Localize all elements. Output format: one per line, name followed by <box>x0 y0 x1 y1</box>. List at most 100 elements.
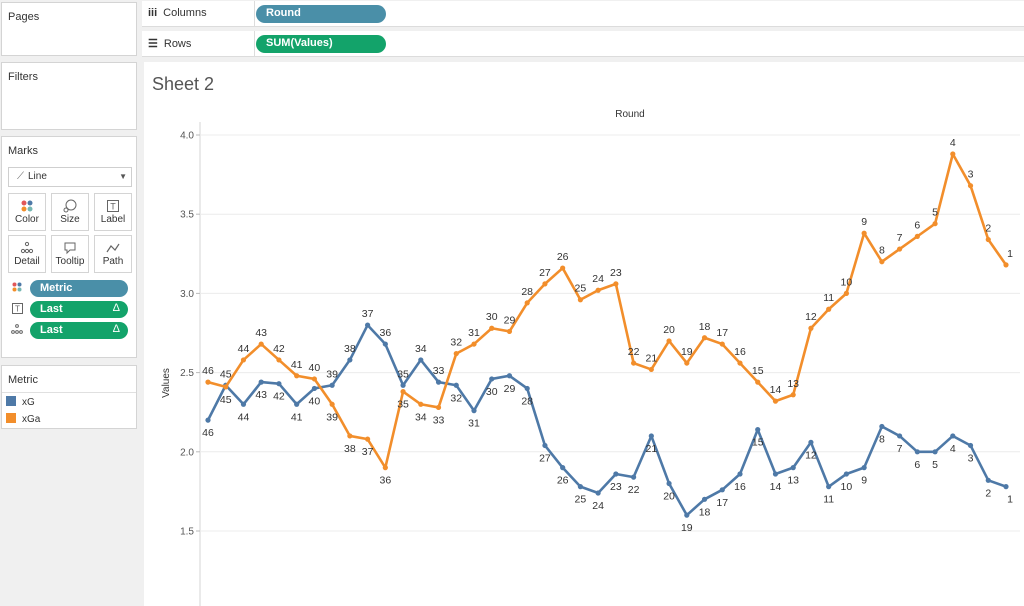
columns-shelf-label: iii Columns <box>148 7 207 19</box>
last-label-pill[interactable]: Last Δ <box>30 301 128 318</box>
data-point-xg <box>542 442 548 449</box>
data-point-xga <box>311 376 317 382</box>
data-point-xga <box>755 379 761 385</box>
data-point-xg <box>790 465 796 471</box>
data-point-xga <box>577 297 583 303</box>
legend-label-xg: xG <box>22 397 35 408</box>
data-label-xg: 11 <box>823 494 834 506</box>
data-point-xga <box>329 401 335 407</box>
round-pill[interactable]: Round <box>256 5 386 23</box>
data-point-xg <box>808 439 814 445</box>
data-point-xga <box>435 404 442 411</box>
data-point-xga <box>790 392 796 398</box>
data-point-xga <box>613 281 619 287</box>
data-point-xga <box>524 300 530 306</box>
legend-item-xg[interactable]: xG <box>6 396 35 408</box>
last-detail-pill[interactable]: Last Δ <box>30 322 128 339</box>
data-label-xg: 42 <box>273 391 285 403</box>
metric-color-pill[interactable]: Metric <box>30 280 128 297</box>
color-icon <box>10 282 24 296</box>
data-point-xg <box>932 449 938 455</box>
label-button-label: Label <box>100 214 126 225</box>
data-point-xga <box>276 357 282 363</box>
data-point-xga <box>294 373 300 379</box>
color-button[interactable]: Color <box>8 193 46 231</box>
data-label-xg: 36 <box>379 327 391 339</box>
delta-icon: Δ <box>112 302 120 314</box>
size-button[interactable]: Size <box>51 193 89 231</box>
y-tick-label: 1.5 <box>180 527 194 538</box>
data-label-xga: 9 <box>861 216 867 228</box>
data-point-xga <box>897 246 903 252</box>
data-point-xg <box>400 382 406 388</box>
y-axis-label: Values <box>161 368 172 398</box>
series-line-xga <box>207 152 1008 469</box>
data-label-xga: 14 <box>770 384 782 396</box>
data-point-xga <box>737 360 743 366</box>
columns-shelf[interactable]: iii Columns Round <box>142 1 1024 27</box>
pages-card[interactable]: Pages <box>1 2 137 56</box>
series-line-xg <box>206 323 1007 517</box>
data-label-xga: 41 <box>291 359 303 371</box>
marks-title: Marks <box>8 145 38 157</box>
sum-values-pill[interactable]: SUM(Values) <box>256 35 386 53</box>
data-label-xg: 15 <box>752 437 764 449</box>
data-label-xg: 6 <box>914 459 920 471</box>
data-label-xga: 17 <box>716 327 728 339</box>
data-label-xga: 43 <box>255 327 267 339</box>
rows-shelf[interactable]: ☰ Rows SUM(Values) <box>142 31 1024 57</box>
data-label-xga: 29 <box>504 314 516 326</box>
chevron-down-icon: ▼ <box>119 172 127 181</box>
data-label-xga: 33 <box>433 414 445 426</box>
data-label-xga: 31 <box>468 327 480 339</box>
data-label-xga: 4 <box>950 137 956 149</box>
data-point-xg <box>524 385 530 392</box>
data-label-xga: 24 <box>592 273 604 285</box>
data-point-xga <box>985 236 991 243</box>
mark-type-value: Line <box>28 171 47 182</box>
data-label-xg: 28 <box>521 395 533 407</box>
data-label-xga: 28 <box>521 286 533 298</box>
data-point-xg <box>1003 484 1009 490</box>
legend-item-xga[interactable]: xGa <box>6 413 40 425</box>
data-label-xga: 46 <box>202 365 214 377</box>
data-label-xg: 1 <box>1007 494 1013 506</box>
data-label-xga: 15 <box>752 365 764 377</box>
data-point-xga <box>826 306 832 312</box>
data-point-xga <box>861 230 867 236</box>
data-point-xg <box>950 433 956 439</box>
data-point-xg <box>489 376 495 382</box>
data-point-xg <box>631 474 637 480</box>
data-label-xga: 21 <box>645 352 657 364</box>
legend-title: Metric <box>8 374 38 386</box>
data-label-xga: 20 <box>663 324 675 336</box>
data-point-xga <box>1003 262 1009 268</box>
data-label-xg: 41 <box>291 411 303 423</box>
data-point-xga <box>648 366 654 373</box>
filters-card[interactable]: Filters <box>1 62 137 130</box>
data-label-xga: 5 <box>932 207 938 219</box>
path-button[interactable]: Path <box>94 235 132 273</box>
data-label-xg: 2 <box>985 487 991 499</box>
data-label-xg: 16 <box>734 481 746 493</box>
data-label-xg: 44 <box>238 411 250 423</box>
tooltip-button[interactable]: Tooltip <box>51 235 89 273</box>
data-label-xg: 21 <box>645 443 657 455</box>
data-point-xga <box>418 401 424 407</box>
data-point-xga <box>595 287 601 293</box>
data-point-xg <box>772 471 779 477</box>
data-point-xga <box>967 183 974 189</box>
data-point-xga <box>666 338 672 344</box>
label-button[interactable]: T Label <box>94 193 132 231</box>
data-point-xg <box>347 357 353 363</box>
detail-button[interactable]: Detail <box>8 235 46 273</box>
data-label-xga: 7 <box>897 232 903 244</box>
data-point-xg <box>577 484 583 490</box>
data-label-xga: 45 <box>220 394 232 406</box>
data-label-xga: 13 <box>787 378 799 390</box>
metric-legend-card: Metric xG xGa <box>1 365 137 429</box>
mark-type-dropdown[interactable]: ⟋ Line ▼ <box>8 167 132 187</box>
y-tick-label: 4.0 <box>180 131 194 142</box>
data-label-xga: 19 <box>681 346 693 358</box>
data-label-xg: 27 <box>539 452 551 464</box>
